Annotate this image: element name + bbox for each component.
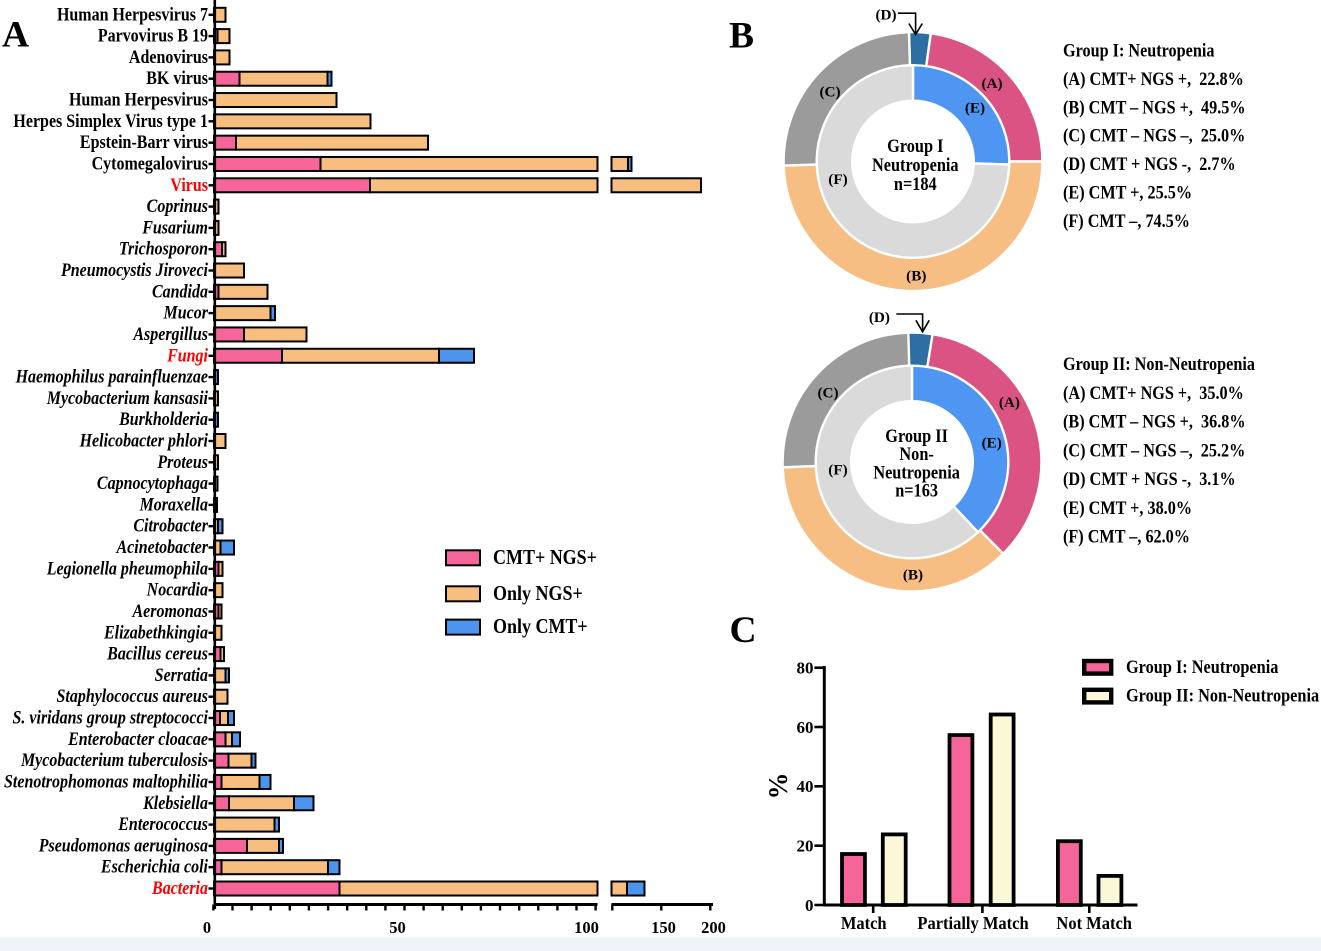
svg-text:40: 40 bbox=[797, 777, 814, 796]
svg-text:Only CMT+: Only CMT+ bbox=[493, 615, 588, 639]
svg-text:Human Herpesvirus 7: Human Herpesvirus 7 bbox=[57, 3, 208, 25]
svg-text:Helicobacter phlori: Helicobacter phlori bbox=[79, 429, 208, 451]
svg-text:BK virus: BK virus bbox=[146, 67, 208, 89]
svg-text:Candida: Candida bbox=[152, 280, 208, 302]
svg-text:Not Match: Not Match bbox=[1056, 913, 1132, 933]
svg-text:(F) CMT –, 62.0%: (F) CMT –, 62.0% bbox=[1063, 525, 1190, 548]
svg-text:Fusarium: Fusarium bbox=[141, 216, 208, 238]
svg-text:(D) CMT + NGS -, 3.1%: (D) CMT + NGS -, 3.1% bbox=[1063, 468, 1236, 491]
svg-text:Mycobacterium tuberculosis: Mycobacterium tuberculosis bbox=[20, 749, 208, 771]
svg-text:Legionella pheumophila: Legionella pheumophila bbox=[46, 557, 208, 579]
svg-text:Mycobacterium kansasii: Mycobacterium kansasii bbox=[46, 387, 208, 409]
svg-text:60: 60 bbox=[797, 718, 814, 737]
svg-text:Enterococcus: Enterococcus bbox=[117, 813, 208, 835]
svg-text:Partially Match: Partially Match bbox=[917, 913, 1029, 933]
svg-text:Nocardia: Nocardia bbox=[146, 578, 208, 600]
svg-text:Aspergillus: Aspergillus bbox=[132, 323, 208, 345]
svg-text:(A) CMT+ NGS +, 22.8%: (A) CMT+ NGS +, 22.8% bbox=[1063, 68, 1244, 91]
svg-text:B: B bbox=[729, 15, 754, 56]
svg-text:Pneumocystis Jiroveci: Pneumocystis Jiroveci bbox=[60, 259, 208, 281]
svg-text:Staphylococcus aureus: Staphylococcus aureus bbox=[56, 685, 208, 707]
svg-text:Neutropenia: Neutropenia bbox=[872, 154, 959, 176]
svg-text:S. viridans group streptococci: S. viridans group streptococci bbox=[13, 706, 209, 728]
svg-text:Citrobacter: Citrobacter bbox=[133, 514, 208, 536]
svg-text:Adenovirus: Adenovirus bbox=[129, 46, 208, 68]
svg-text:Capnocytophaga: Capnocytophaga bbox=[97, 472, 208, 494]
svg-text:Only NGS+: Only NGS+ bbox=[493, 581, 583, 605]
svg-text:(F): (F) bbox=[828, 463, 847, 479]
svg-text:Escherichia coli: Escherichia coli bbox=[100, 855, 208, 877]
svg-text:Virus: Virus bbox=[170, 173, 208, 195]
svg-text:0: 0 bbox=[203, 918, 211, 937]
svg-text:(B) CMT – NGS +, 36.8%: (B) CMT – NGS +, 36.8% bbox=[1063, 410, 1246, 433]
svg-text:Aeromonas: Aeromonas bbox=[132, 600, 209, 622]
svg-text:20: 20 bbox=[797, 836, 814, 855]
svg-text:Klebsiella: Klebsiella bbox=[142, 791, 208, 813]
svg-text:(D): (D) bbox=[875, 8, 896, 24]
svg-text:(B): (B) bbox=[906, 269, 926, 285]
svg-text:Serratia: Serratia bbox=[155, 664, 209, 686]
svg-text:(E): (E) bbox=[982, 436, 1002, 452]
svg-text:C: C bbox=[730, 610, 757, 651]
svg-text:Herpes Simplex Virus type 1: Herpes Simplex Virus type 1 bbox=[13, 110, 208, 132]
svg-text:Bacteria: Bacteria bbox=[151, 877, 208, 899]
svg-text:Trichosporon: Trichosporon bbox=[119, 237, 208, 259]
svg-text:(C): (C) bbox=[819, 85, 840, 101]
svg-text:A: A bbox=[2, 14, 29, 55]
svg-text:Match: Match bbox=[841, 913, 887, 933]
svg-text:(A): (A) bbox=[981, 76, 1002, 92]
svg-text:(C): (C) bbox=[817, 386, 838, 402]
svg-text:(C) CMT – NGS –, 25.0%: (C) CMT – NGS –, 25.0% bbox=[1063, 124, 1245, 147]
svg-text:Human Herpesvirus: Human Herpesvirus bbox=[69, 88, 208, 110]
svg-text:(D): (D) bbox=[869, 310, 890, 326]
svg-text:CMT+ NGS+: CMT+ NGS+ bbox=[493, 545, 597, 569]
svg-text:Group II: Non-Neutropenia: Group II: Non-Neutropenia bbox=[1063, 353, 1255, 375]
svg-text:Acinetobacter: Acinetobacter bbox=[116, 536, 209, 558]
svg-text:(F): (F) bbox=[828, 172, 847, 188]
svg-text:50: 50 bbox=[389, 918, 406, 937]
svg-text:(E) CMT +, 25.5%: (E) CMT +, 25.5% bbox=[1063, 181, 1192, 204]
svg-text:(C) CMT – NGS –, 25.2%: (C) CMT – NGS –, 25.2% bbox=[1063, 439, 1245, 462]
svg-text:Enterobacter cloacae: Enterobacter cloacae bbox=[67, 728, 208, 750]
svg-text:%: % bbox=[763, 773, 793, 800]
svg-text:100: 100 bbox=[574, 918, 599, 937]
svg-text:Elizabethkingia: Elizabethkingia bbox=[103, 621, 208, 643]
svg-text:(A) CMT+ NGS +, 35.0%: (A) CMT+ NGS +, 35.0% bbox=[1063, 381, 1244, 404]
svg-text:(E): (E) bbox=[965, 101, 985, 117]
svg-text:Parvovirus B 19: Parvovirus B 19 bbox=[98, 24, 208, 46]
svg-text:Group II: Non-Neutropenia: Group II: Non-Neutropenia bbox=[1126, 684, 1319, 706]
svg-text:Pseudomonas aeruginosa: Pseudomonas aeruginosa bbox=[38, 834, 208, 856]
svg-text:(B) CMT – NGS +, 49.5%: (B) CMT – NGS +, 49.5% bbox=[1063, 96, 1246, 119]
svg-text:Cytomegalovirus: Cytomegalovirus bbox=[92, 152, 209, 174]
svg-text:Moraxella: Moraxella bbox=[139, 493, 209, 515]
svg-text:(E) CMT +, 38.0%: (E) CMT +, 38.0% bbox=[1063, 496, 1192, 519]
svg-text:Group I: Group I bbox=[887, 135, 943, 157]
svg-text:(D) CMT + NGS -, 2.7%: (D) CMT + NGS -, 2.7% bbox=[1063, 153, 1236, 176]
svg-text:Mucor: Mucor bbox=[163, 301, 208, 323]
svg-text:200: 200 bbox=[701, 918, 726, 937]
svg-text:80: 80 bbox=[797, 658, 814, 677]
svg-text:Proteus: Proteus bbox=[156, 450, 208, 472]
svg-text:Group I: Neutropenia: Group I: Neutropenia bbox=[1063, 39, 1215, 61]
svg-text:(B): (B) bbox=[903, 568, 923, 584]
svg-text:n=184: n=184 bbox=[894, 173, 937, 195]
svg-text:(F) CMT –, 74.5%: (F) CMT –, 74.5% bbox=[1063, 210, 1190, 233]
svg-text:(A): (A) bbox=[999, 395, 1020, 411]
svg-text:Group II: Group II bbox=[885, 425, 948, 447]
svg-text:Stenotrophomonas maltophilia: Stenotrophomonas maltophilia bbox=[4, 770, 208, 792]
svg-text:Burkholderia: Burkholderia bbox=[118, 408, 208, 430]
svg-text:Haemophilus parainfluenzae: Haemophilus parainfluenzae bbox=[15, 365, 208, 387]
svg-text:Fungi: Fungi bbox=[166, 344, 208, 366]
svg-text:0: 0 bbox=[805, 896, 814, 915]
svg-text:Bacillus cereus: Bacillus cereus bbox=[106, 642, 208, 664]
svg-text:150: 150 bbox=[651, 918, 676, 937]
svg-text:Epstein-Barr virus: Epstein-Barr virus bbox=[80, 131, 208, 153]
svg-text:Non-: Non- bbox=[899, 443, 933, 465]
svg-text:Neutropenia: Neutropenia bbox=[873, 461, 960, 483]
svg-text:n=163: n=163 bbox=[895, 479, 938, 501]
svg-text:Group I: Neutropenia: Group I: Neutropenia bbox=[1126, 656, 1278, 678]
svg-text:Coprinus: Coprinus bbox=[147, 195, 208, 217]
